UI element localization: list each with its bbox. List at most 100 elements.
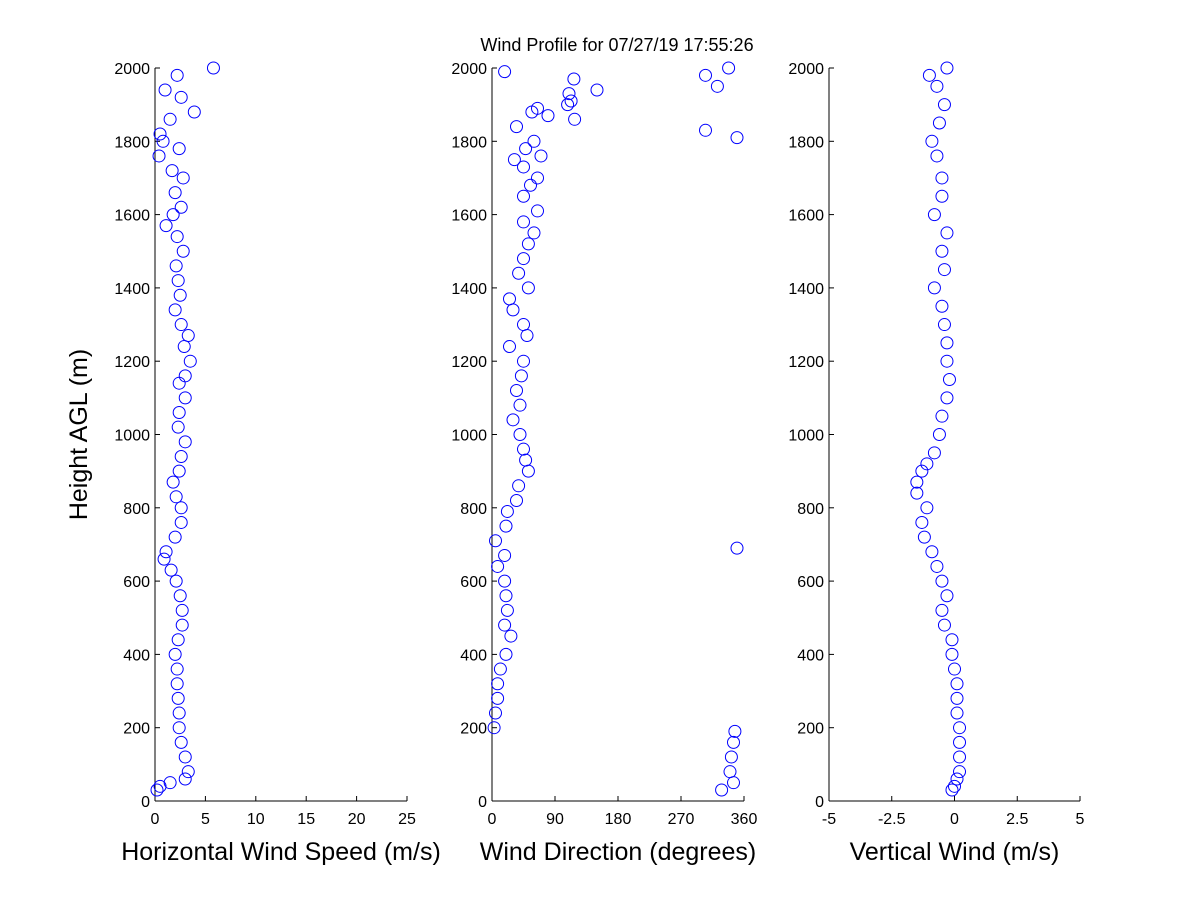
data-point	[171, 420, 185, 434]
y-tick-label: 600	[123, 574, 150, 591]
data-point	[175, 618, 189, 632]
data-point	[730, 541, 744, 555]
data-point	[910, 486, 924, 500]
data-point	[510, 120, 523, 134]
data-point	[520, 329, 534, 343]
data-point	[183, 354, 197, 368]
y-tick-label: 200	[797, 721, 824, 738]
data-point	[166, 475, 180, 489]
data-point	[172, 721, 186, 735]
data-point	[699, 68, 712, 82]
data-point	[527, 226, 541, 240]
y-tick-label: 1400	[114, 281, 150, 298]
data-point	[920, 457, 934, 471]
data-point	[527, 134, 541, 148]
data-point	[937, 618, 951, 632]
data-point	[937, 98, 951, 112]
data-point	[531, 171, 544, 185]
data-point	[722, 61, 736, 75]
data-point	[174, 200, 188, 214]
y-tick-label: 1000	[451, 428, 487, 445]
x-tick-label: -5	[822, 811, 836, 828]
data-point	[512, 479, 526, 493]
y-tick-label: 1400	[451, 281, 487, 298]
data-point	[930, 559, 944, 573]
y-tick-label: 1800	[788, 134, 824, 151]
y-tick-label: 1000	[788, 428, 824, 445]
data-point	[715, 783, 729, 797]
x-axis-label: Vertical Wind (m/s)	[850, 838, 1060, 866]
y-tick-label: 1800	[451, 134, 487, 151]
data-point	[531, 204, 544, 218]
data-point	[506, 413, 520, 427]
data-point	[940, 226, 954, 240]
data-point	[174, 515, 188, 529]
data-point	[950, 706, 964, 720]
data-point	[499, 589, 513, 603]
data-point	[930, 149, 944, 163]
data-point	[730, 131, 744, 145]
data-point	[491, 559, 505, 573]
data-point	[927, 208, 941, 222]
y-tick-label: 1200	[788, 354, 824, 371]
data-point	[173, 288, 187, 302]
y-axis-label: Height AGL (m)	[65, 349, 93, 520]
data-point	[521, 281, 535, 295]
data-point	[174, 318, 188, 332]
data-point	[953, 735, 967, 749]
x-tick-label: 5	[1076, 811, 1085, 828]
data-point	[935, 409, 949, 423]
x-tick-label: 360	[731, 811, 758, 828]
data-point	[499, 519, 513, 533]
x-tick-label: 20	[348, 811, 366, 828]
data-point	[953, 765, 967, 779]
data-point	[512, 266, 526, 280]
y-tick-label: 1000	[114, 428, 150, 445]
data-point	[489, 534, 502, 548]
data-point	[935, 189, 949, 203]
y-tick-label: 800	[123, 501, 150, 518]
data-point	[168, 530, 182, 544]
data-point	[178, 772, 192, 786]
data-point	[517, 160, 530, 174]
x-tick-label: 10	[247, 811, 265, 828]
data-point	[493, 662, 507, 676]
data-point	[506, 303, 520, 317]
data-point	[942, 373, 956, 387]
data-point	[498, 574, 512, 588]
data-point	[173, 589, 187, 603]
data-point	[172, 142, 186, 156]
data-point	[910, 475, 924, 489]
x-axis-label: Wind Direction (degrees)	[480, 838, 757, 866]
data-point	[915, 515, 929, 529]
y-tick-label: 800	[460, 501, 487, 518]
y-tick-label: 200	[123, 721, 150, 738]
data-point	[935, 603, 949, 617]
data-point	[168, 303, 182, 317]
data-point	[935, 574, 949, 588]
y-tick-label: 2000	[788, 61, 824, 78]
data-point	[168, 186, 182, 200]
data-point	[498, 548, 512, 562]
data-point	[940, 61, 954, 75]
data-point	[953, 721, 967, 735]
data-point	[152, 149, 166, 163]
data-point	[170, 230, 184, 244]
data-point	[175, 603, 189, 617]
x-tick-label: 90	[546, 811, 564, 828]
data-point	[163, 112, 177, 126]
data-point	[699, 123, 712, 137]
y-tick-label: 0	[478, 794, 487, 811]
data-point	[169, 490, 183, 504]
data-point	[953, 750, 967, 764]
data-point	[159, 219, 173, 233]
data-point	[206, 61, 220, 75]
data-point	[513, 428, 527, 441]
y-tick-label: 200	[460, 721, 487, 738]
data-point	[489, 706, 502, 720]
data-point	[487, 721, 501, 735]
data-point	[510, 493, 523, 507]
data-point	[517, 442, 530, 456]
data-point	[948, 779, 961, 793]
data-point	[178, 435, 192, 449]
